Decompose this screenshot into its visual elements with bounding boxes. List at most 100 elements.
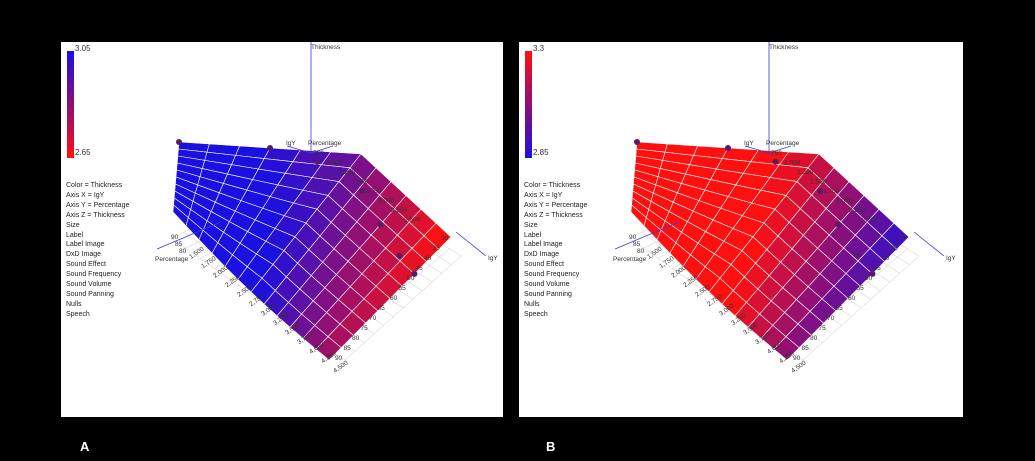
x-axis-line	[455, 231, 487, 257]
data-point-marker	[396, 252, 403, 259]
tick-label: 1,750	[365, 188, 382, 195]
surface-mesh	[630, 141, 910, 361]
tick-label: 70	[369, 315, 377, 322]
colorbar-max-label: 3.05	[75, 44, 91, 53]
axes	[156, 42, 487, 257]
data-point-marker	[411, 270, 418, 277]
legend-item: Axis Y = Percentage	[66, 201, 130, 209]
colorbar	[67, 51, 74, 158]
tick-label: 30	[899, 235, 907, 242]
legend-item: Color = Thickness	[524, 182, 581, 189]
legend-item: DxD Image	[66, 251, 102, 259]
legend-item: DxD Image	[524, 251, 560, 259]
legend-item: Axis X = IgY	[524, 191, 563, 199]
axis-label-igy-back: IgY	[744, 140, 754, 147]
back-y-axis-line	[768, 145, 792, 154]
legend-item: Sound Panning	[524, 290, 572, 298]
tick-label: 55	[857, 285, 865, 292]
tick-label: 90	[171, 234, 179, 241]
tick-label: 750	[771, 150, 782, 157]
data-point-marker	[772, 158, 779, 165]
tick-label: 90	[629, 234, 637, 241]
tick-label: 2,000	[378, 198, 395, 205]
tick-label: 35	[891, 245, 899, 252]
legend-item: Label Image	[524, 241, 563, 249]
axis-label-igy-back: IgY	[286, 140, 296, 147]
legend: Color = Thickness Axis X = IgY Axis Y = Pe…	[524, 181, 587, 320]
tick-label: 80	[637, 248, 645, 255]
colorbar-max-label: 3.3	[533, 44, 545, 53]
tick-label: 80	[352, 335, 360, 342]
back-x-axis-line	[744, 145, 770, 154]
tick-label: 85	[633, 241, 641, 248]
legend-item: Sound Frequency	[524, 271, 580, 279]
tick-label: 40	[424, 255, 432, 262]
back-x-axis-line	[286, 145, 312, 154]
legend-item: Axis Y = Percentage	[524, 201, 588, 209]
legend-item: Axis Z = Thickness	[66, 211, 125, 219]
tick-label: 1,250	[339, 169, 356, 176]
tick-label: 2,500	[404, 217, 421, 224]
x-axis-line	[913, 231, 945, 257]
tick-label: 85	[175, 241, 183, 248]
tick-label: 2,250	[391, 207, 408, 214]
y-axis-line	[156, 221, 222, 250]
surface-cell	[773, 336, 800, 361]
axis-label-percentage-back: Percentage	[766, 140, 800, 147]
chart-panel-a: 3.05 2.65 Color = Thickness Axis X = IgY A…	[61, 42, 503, 417]
panel-label-a: A	[80, 439, 90, 454]
legend-item: Sound Volume	[524, 281, 570, 289]
legend-item: Sound Frequency	[66, 271, 122, 279]
tick-label: 85	[344, 345, 352, 352]
legend: Color = Thickness Axis X = IgY Axis Y = Pe…	[66, 181, 129, 320]
tick-label: 65	[378, 305, 386, 312]
tick-label: 1,500	[646, 245, 664, 260]
data-point-marker	[835, 221, 842, 228]
tick-label: 750	[313, 150, 324, 157]
tick-label: 90	[335, 355, 343, 362]
panel-label-b: B	[546, 439, 556, 454]
y-axis-line	[614, 221, 680, 250]
tick-label: 50	[407, 275, 415, 282]
tick-label: 1,250	[797, 169, 814, 176]
tick-label: 30	[441, 235, 449, 242]
colorbar-min-label: 2.65	[75, 148, 91, 157]
chart-panel-b: 3.3 2.85 Color = Thickness Axis X = IgY Ax…	[519, 42, 963, 417]
tick-label: 90	[793, 355, 801, 362]
tick-label: 1,500	[810, 179, 827, 186]
tick-label: 80	[810, 335, 818, 342]
tick-label: 35	[433, 245, 441, 252]
legend-item: Sound Effect	[66, 261, 106, 269]
tick-label: 70	[827, 315, 835, 322]
axis-label-igy-front: IgY	[946, 255, 956, 262]
legend-item: Axis X = IgY	[66, 191, 105, 199]
legend-item: Nulls	[66, 300, 82, 308]
tick-label: 75	[819, 325, 827, 332]
legend-item: Speech	[66, 310, 90, 318]
tick-label: 2,000	[836, 198, 853, 205]
axis-label-thickness: Thickness	[769, 44, 799, 51]
data-point-marker	[267, 145, 273, 151]
legend-item: Nulls	[524, 300, 540, 308]
data-point-marker	[817, 187, 824, 194]
data-point-marker	[176, 139, 182, 145]
legend-item: Label Image	[66, 241, 105, 249]
legend-item: Size	[524, 221, 538, 229]
axis-label-percentage-front: Percentage	[155, 256, 189, 263]
tick-label: 40	[882, 255, 890, 262]
data-point-marker	[725, 145, 731, 151]
data-point-marker	[377, 221, 384, 228]
axis-label-igy-front: IgY	[488, 255, 498, 262]
axis-label-thickness: Thickness	[311, 44, 341, 51]
legend-item: Sound Effect	[524, 261, 564, 269]
tick-label: 1,500	[188, 245, 206, 260]
legend-item: Axis Z = Thickness	[524, 211, 583, 219]
axes	[614, 42, 945, 257]
tick-label: 85	[802, 345, 810, 352]
tick-label: 50	[865, 275, 873, 282]
data-point-marker	[314, 158, 321, 165]
colorbar-min-label: 2.85	[533, 148, 549, 157]
tick-label: 80	[179, 248, 187, 255]
